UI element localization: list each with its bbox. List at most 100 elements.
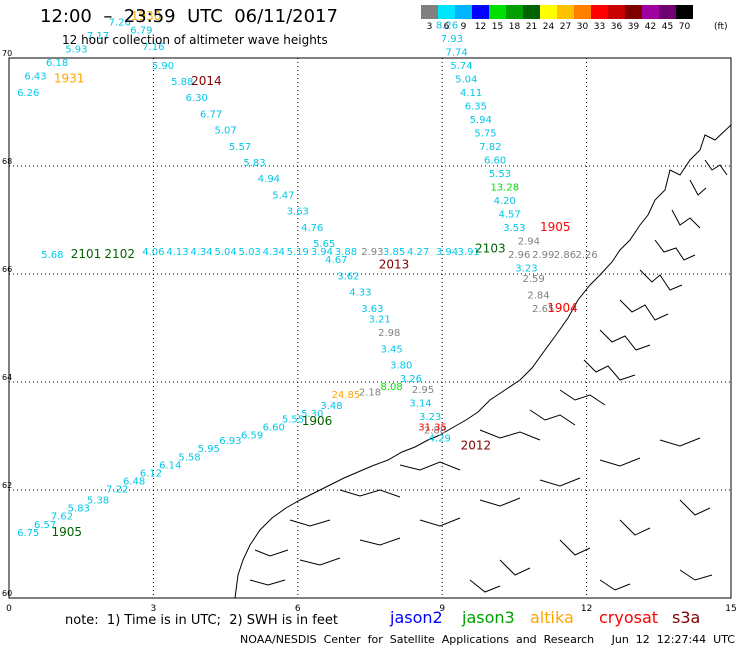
legend-swatch — [574, 5, 591, 19]
legend-swatch — [676, 5, 693, 19]
legend-label: 15 — [491, 22, 504, 32]
axis-tick-labels: 0 3 6 9 12 15 60 62 64 66 68 70 — [2, 49, 737, 614]
wave-height-value: 8.26 — [436, 20, 458, 31]
lat-tick-label: 66 — [2, 265, 12, 274]
wave-height-value: 4.06 — [142, 247, 164, 258]
legend-swatch — [540, 5, 557, 19]
map-subtitle: 12 hour collection of altimeter wave hei… — [62, 33, 328, 47]
wave-height-value: 5.04 — [455, 74, 477, 85]
legend-swatch — [591, 5, 608, 19]
wave-height-value: 7.16 — [142, 42, 164, 53]
wave-height-value: 6.18 — [46, 58, 68, 69]
legend-label: 36 — [610, 22, 623, 32]
wave-height-value: 3.91 — [458, 247, 480, 258]
wave-height-value: 5.95 — [198, 444, 220, 455]
wave-height-value: 6.26 — [17, 88, 39, 99]
wave-height-value: 5.04 — [214, 247, 236, 258]
wave-height-value: 8.08 — [381, 382, 403, 393]
lon-tick-label: 12 — [581, 604, 592, 614]
wave-height-value: 5.58 — [178, 452, 200, 463]
wave-height-value: 5.90 — [152, 61, 174, 72]
legend-label: 3 — [426, 22, 433, 32]
lon-tick-label: 9 — [439, 604, 445, 614]
wave-height-value: 2.18 — [359, 388, 381, 399]
wave-height-value: 6.30 — [186, 93, 208, 104]
wave-height-value: 2.84 — [527, 290, 549, 301]
wave-height-value: 7.74 — [446, 47, 468, 58]
wave-height-value: 2.86 — [554, 250, 576, 261]
wave-height-value: 4.33 — [349, 288, 371, 299]
wave-height-value: 3.94 — [311, 247, 333, 258]
mission-altika: altika — [530, 608, 574, 627]
wave-height-value: 6.79 — [130, 26, 152, 37]
graticule — [9, 58, 731, 598]
wave-height-value: 4.34 — [190, 247, 212, 258]
wave-height-value: 5.83 — [243, 158, 265, 169]
wave-height-value: 2.59 — [523, 274, 545, 285]
wave-height-value: 4.34 — [263, 247, 285, 258]
wave-height-value: 5.03 — [239, 247, 261, 258]
wave-height-value: 4.13 — [166, 247, 188, 258]
legend-swatch — [421, 5, 438, 19]
wave-height-value: 6.77 — [200, 109, 222, 120]
wave-height-value: 5.75 — [474, 128, 496, 139]
wave-height-value: 5.83 — [68, 504, 90, 515]
wave-height-value: 4.20 — [494, 196, 516, 207]
pass-time-label: 2013 — [379, 258, 410, 272]
color-legend — [421, 5, 693, 19]
wave-height-value: 5.30 — [301, 409, 323, 420]
wave-height-value: 5.68 — [41, 250, 63, 261]
wave-height-value: 2.93 — [361, 247, 383, 258]
wave-height-value: 2.99 — [532, 250, 554, 261]
wave-height-value: 4.67 — [325, 255, 347, 266]
legend-label: 24 — [542, 22, 555, 32]
legend-label: 33 — [593, 22, 606, 32]
legend-unit: (ft) — [714, 22, 728, 32]
wave-height-value: 5.07 — [214, 126, 236, 137]
wave-height-value: 2.94 — [518, 236, 540, 247]
wave-height-value: 3.23 — [515, 263, 537, 274]
wave-height-value: 3.88 — [335, 247, 357, 258]
pass-time-label: 1906 — [302, 414, 333, 428]
lat-tick-label: 60 — [2, 589, 12, 598]
wave-height-value: 3.53 — [503, 223, 525, 234]
wave-height-value: 3.26 — [400, 374, 422, 385]
footer-note: note: 1) Time is in UTC; 2) SWH is in fe… — [65, 613, 338, 628]
mission-s3a: s3a — [672, 608, 701, 627]
wave-height-value: 6.60 — [263, 423, 285, 434]
wave-height-value: 7.26 — [109, 18, 131, 29]
wave-height-value: 6.57 — [34, 520, 56, 531]
pass-time-label: 2012 — [461, 439, 492, 453]
wave-height-value: 4.11 — [460, 88, 482, 99]
wave-height-value: 5.74 — [450, 61, 472, 72]
pass-time-label: 1931 — [54, 71, 85, 85]
wave-height-value: 2.96 — [508, 250, 530, 261]
legend-label: 27 — [559, 22, 572, 32]
wave-height-value: 7.93 — [441, 34, 463, 45]
wave-height-value: 7.62 — [51, 512, 73, 523]
lon-tick-label: 15 — [725, 604, 736, 614]
pass-time-label: 1930 — [131, 9, 162, 23]
legend-label: 45 — [661, 22, 674, 32]
wave-height-value: 6.12 — [140, 469, 162, 480]
wave-height-value: 5.55 — [282, 415, 304, 426]
pass-time-label: 1905 — [51, 525, 82, 539]
wave-height-value: 5.19 — [287, 247, 309, 258]
legend-swatch — [557, 5, 574, 19]
wave-height-value: 3.94 — [436, 247, 458, 258]
legend-swatch — [438, 5, 455, 19]
legend-swatch — [455, 5, 472, 19]
legend-label: 21 — [525, 22, 538, 32]
pass-time-label: 2101 — [71, 247, 102, 261]
legend-label: 30 — [576, 22, 589, 32]
legend-swatch — [472, 5, 489, 19]
wave-height-value: 4.76 — [301, 223, 323, 234]
wave-height-value: 7.82 — [479, 142, 501, 153]
wave-height-value: 4.29 — [429, 433, 451, 444]
wave-height-value: 6.75 — [17, 528, 39, 539]
legend-label: 12 — [474, 22, 487, 32]
wave-height-value: 6.60 — [484, 155, 506, 166]
wave-height-value: 6.48 — [123, 477, 145, 488]
color-legend-labels: 3 6 9 12 15 18 21 24 27 30 33 36 39 42 45 70 — [421, 22, 693, 32]
wave-height-value: 31.35 — [418, 423, 447, 434]
